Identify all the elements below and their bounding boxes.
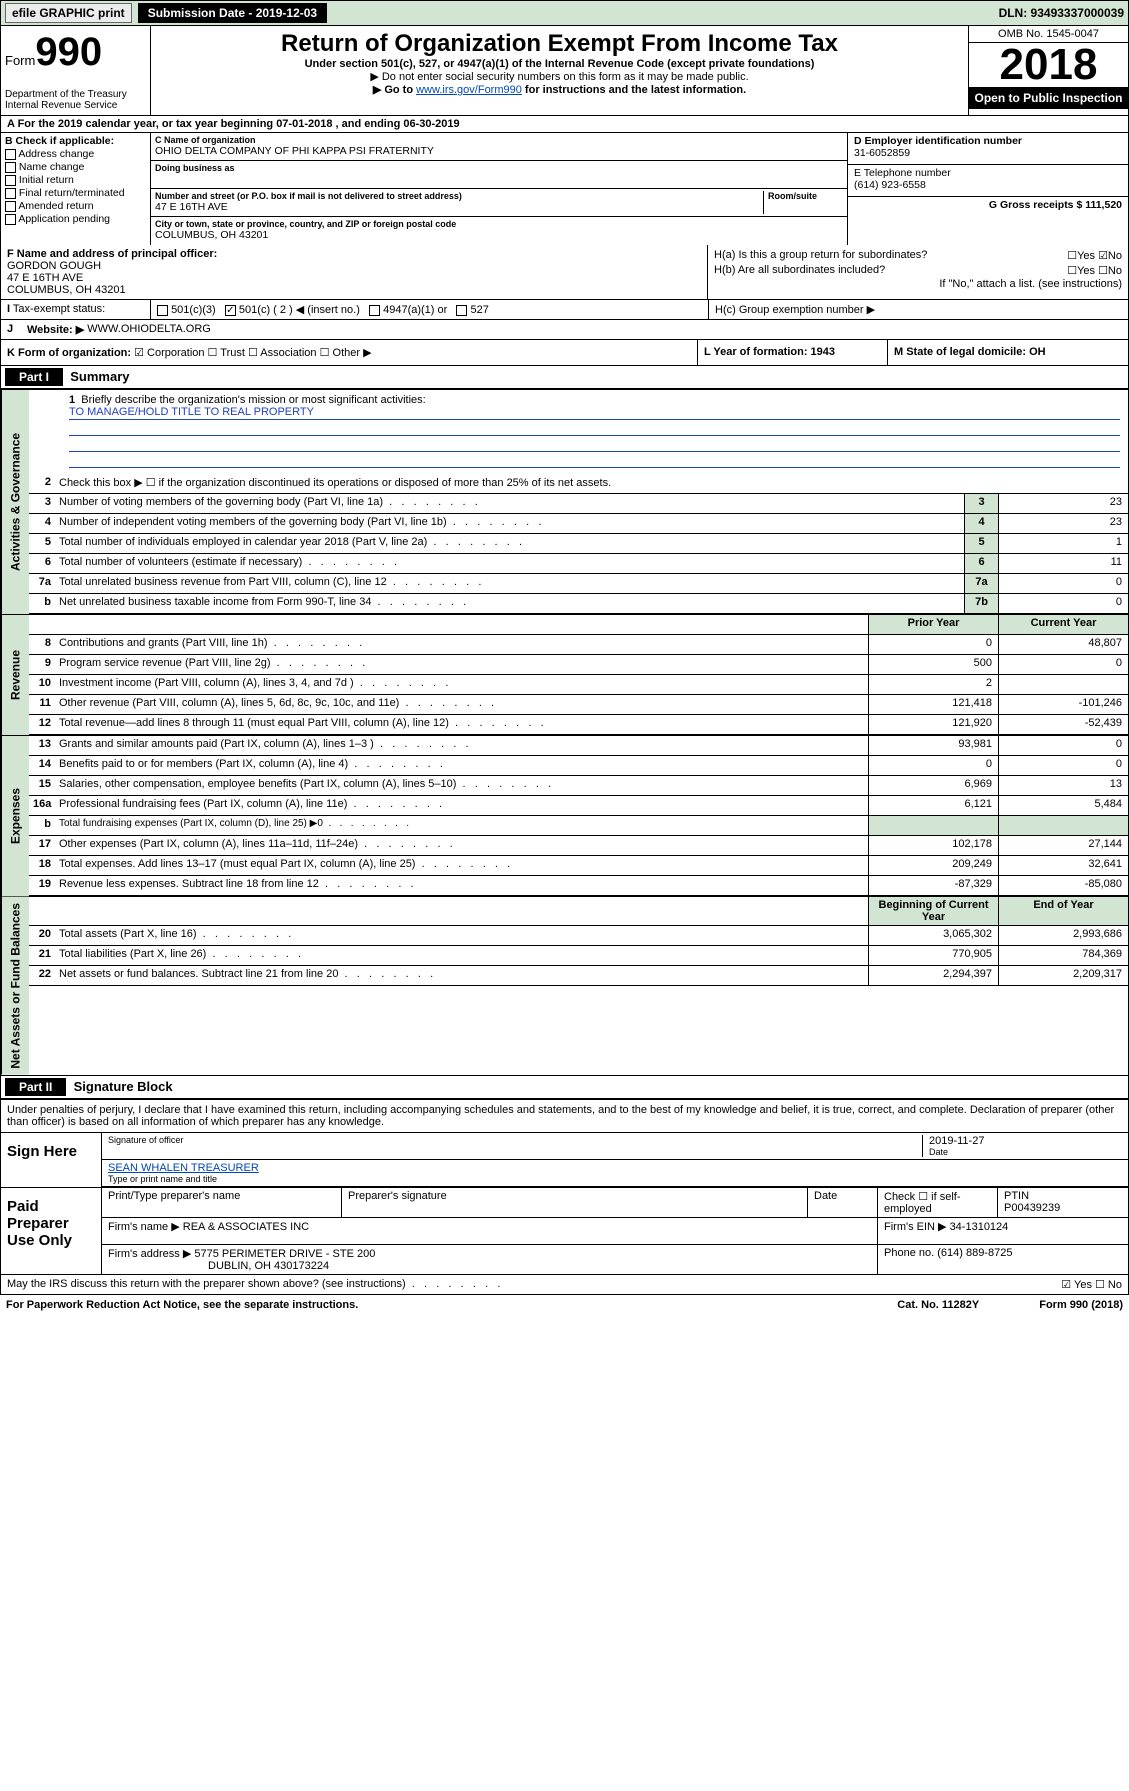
summary-line: 6Total number of volunteers (estimate if…: [29, 554, 1128, 574]
summary-line: 7aTotal unrelated business revenue from …: [29, 574, 1128, 594]
part-i-header: Part I: [5, 368, 63, 386]
revenue-line: 8Contributions and grants (Part VIII, li…: [29, 635, 1128, 655]
department: Department of the Treasury Internal Reve…: [5, 89, 146, 111]
ein: 31-6052859: [854, 147, 1122, 159]
tab-governance: Activities & Governance: [1, 390, 29, 614]
dba-label: Doing business as: [155, 163, 843, 173]
pra-notice: For Paperwork Reduction Act Notice, see …: [6, 1299, 358, 1311]
summary-line: 3Number of voting members of the governi…: [29, 494, 1128, 514]
section-j: J Website: ▶ WWW.OHIODELTA.ORG: [0, 320, 1129, 340]
chk-amended[interactable]: Amended return: [5, 200, 146, 212]
chk-final-return[interactable]: Final return/terminated: [5, 187, 146, 199]
firm-name: REA & ASSOCIATES INC: [183, 1221, 309, 1233]
revenue-line: 11Other revenue (Part VIII, column (A), …: [29, 695, 1128, 715]
revenue-line: 10Investment income (Part VIII, column (…: [29, 675, 1128, 695]
website-url: WWW.OHIODELTA.ORG: [87, 323, 211, 336]
tab-revenue: Revenue: [1, 615, 29, 735]
section-hc: H(c) Group exemption number ▶: [708, 300, 1128, 319]
discuss-answer[interactable]: ☑ Yes ☐ No: [1061, 1278, 1122, 1291]
line-2: Check this box ▶ ☐ if the organization d…: [55, 474, 1128, 493]
tab-expenses: Expenses: [1, 736, 29, 896]
sig-date: 2019-11-27: [929, 1135, 984, 1147]
chk-initial-return[interactable]: Initial return: [5, 174, 146, 186]
expense-line: 15Salaries, other compensation, employee…: [29, 776, 1128, 796]
expense-line: 13Grants and similar amounts paid (Part …: [29, 736, 1128, 756]
firm-ein: 34-1310124: [950, 1221, 1009, 1233]
net-assets-line: 21Total liabilities (Part X, line 26)770…: [29, 946, 1128, 966]
form-header: Form990 Department of the Treasury Inter…: [0, 26, 1129, 116]
submission-date: Submission Date - 2019-12-03: [138, 3, 327, 23]
revenue-line: 12Total revenue—add lines 8 through 11 (…: [29, 715, 1128, 735]
org-name: OHIO DELTA COMPANY OF PHI KAPPA PSI FRAT…: [155, 145, 843, 157]
gross-receipts: G Gross receipts $ 111,520: [854, 199, 1122, 211]
subtitle-3: ▶ Go to www.irs.gov/Form990 for instruct…: [159, 83, 960, 96]
expense-line: bTotal fundraising expenses (Part IX, co…: [29, 816, 1128, 836]
efile-button[interactable]: efile GRAPHIC print: [5, 3, 132, 23]
part-ii-header: Part II: [5, 1078, 66, 1096]
discuss-question: May the IRS discuss this return with the…: [7, 1278, 500, 1290]
cat-no: Cat. No. 11282Y: [897, 1299, 979, 1311]
tax-year: 2018: [969, 43, 1128, 87]
section-b: B Check if applicable: Address change Na…: [1, 133, 151, 245]
tax-exempt-options[interactable]: 501(c)(3) 501(c) ( 2 ) ◀ (insert no.) 49…: [151, 300, 708, 319]
officer-name: SEAN WHALEN TREASURER: [108, 1162, 259, 1174]
section-m: M State of legal domicile: OH: [888, 340, 1128, 365]
revenue-line: 9Program service revenue (Part VIII, lin…: [29, 655, 1128, 675]
top-bar: efile GRAPHIC print Submission Date - 20…: [0, 0, 1129, 26]
expense-line: 14Benefits paid to or for members (Part …: [29, 756, 1128, 776]
sign-here-label: Sign Here: [1, 1133, 101, 1187]
firm-address: 5775 PERIMETER DRIVE - STE 200: [194, 1248, 375, 1260]
firm-phone: (614) 889-8725: [937, 1247, 1012, 1259]
city-state-zip: COLUMBUS, OH 43201: [155, 229, 843, 241]
dln: DLN: 93493337000039: [999, 6, 1124, 20]
subtitle-1: Under section 501(c), 527, or 4947(a)(1)…: [159, 58, 960, 70]
hdr-current-year: Current Year: [998, 615, 1128, 634]
section-c: C Name of organization OHIO DELTA COMPAN…: [151, 133, 848, 245]
row-a-period: A For the 2019 calendar year, or tax yea…: [0, 116, 1129, 133]
paid-preparer-label: Paid Preparer Use Only: [1, 1188, 101, 1274]
section-h: H(a) Is this a group return for subordin…: [708, 245, 1128, 299]
open-inspection: Open to Public Inspection: [969, 87, 1128, 109]
perjury-statement: Under penalties of perjury, I declare th…: [1, 1100, 1128, 1132]
street-address: 47 E 16TH AVE: [155, 201, 763, 213]
hb-answer[interactable]: ☐Yes ☐No: [1067, 264, 1122, 277]
instructions-link[interactable]: www.irs.gov/Form990: [416, 84, 522, 96]
chk-app-pending[interactable]: Application pending: [5, 213, 146, 225]
section-l: L Year of formation: 1943: [698, 340, 888, 365]
line-1-label: Briefly describe the organization's miss…: [81, 394, 425, 406]
ha-answer[interactable]: ☐Yes ☑No: [1067, 249, 1122, 262]
subtitle-2: ▶ Do not enter social security numbers o…: [159, 70, 960, 83]
chk-address-change[interactable]: Address change: [5, 148, 146, 160]
hdr-end-year: End of Year: [998, 897, 1128, 925]
section-f: F Name and address of principal officer:…: [1, 245, 708, 299]
mission-text: TO MANAGE/HOLD TITLE TO REAL PROPERTY: [69, 406, 1120, 420]
expense-line: 17Other expenses (Part IX, column (A), l…: [29, 836, 1128, 856]
hdr-prior-year: Prior Year: [868, 615, 998, 634]
self-employed-check[interactable]: Check ☐ if self-employed: [884, 1190, 991, 1215]
form-footer: Form 990 (2018): [1039, 1299, 1123, 1311]
form-title: Return of Organization Exempt From Incom…: [159, 30, 960, 58]
net-assets-line: 22Net assets or fund balances. Subtract …: [29, 966, 1128, 986]
telephone: (614) 923-6558: [854, 179, 1122, 191]
summary-line: 4Number of independent voting members of…: [29, 514, 1128, 534]
expense-line: 18Total expenses. Add lines 13–17 (must …: [29, 856, 1128, 876]
summary-line: bNet unrelated business taxable income f…: [29, 594, 1128, 614]
section-i-label: I Tax-exempt status:: [1, 300, 151, 319]
chk-name-change[interactable]: Name change: [5, 161, 146, 173]
tab-net-assets: Net Assets or Fund Balances: [1, 897, 29, 1075]
hdr-begin-year: Beginning of Current Year: [868, 897, 998, 925]
expense-line: 16aProfessional fundraising fees (Part I…: [29, 796, 1128, 816]
expense-line: 19Revenue less expenses. Subtract line 1…: [29, 876, 1128, 896]
summary-line: 5Total number of individuals employed in…: [29, 534, 1128, 554]
section-defg: D Employer identification number 31-6052…: [848, 133, 1128, 245]
form-number: Form990: [5, 30, 146, 75]
section-k[interactable]: K Form of organization: ☑ Corporation ☐ …: [1, 340, 698, 365]
net-assets-line: 20Total assets (Part X, line 16)3,065,30…: [29, 926, 1128, 946]
ptin: P00439239: [1004, 1202, 1060, 1214]
